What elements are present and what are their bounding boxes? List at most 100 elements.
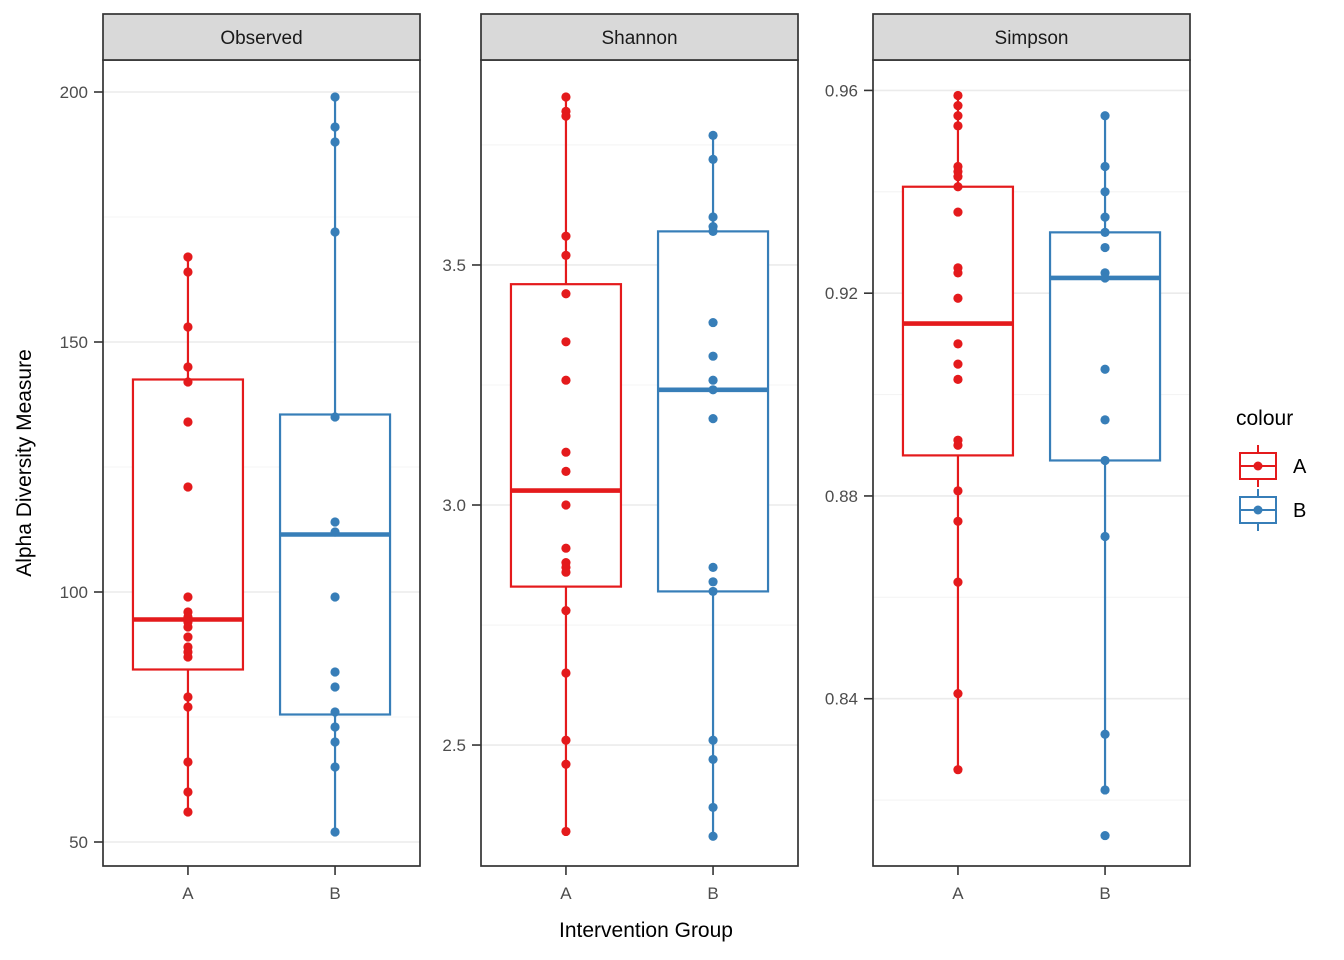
data-point (953, 577, 963, 587)
data-point (561, 289, 571, 299)
data-point (330, 707, 340, 717)
data-point (708, 130, 718, 140)
data-point (561, 92, 571, 102)
data-point (561, 567, 571, 577)
y-axis-title: Alpha Diversity Measure (13, 349, 36, 577)
legend-key-a: A (1239, 445, 1307, 487)
legend-key-b: B (1239, 489, 1306, 531)
data-point (183, 482, 193, 492)
data-point (561, 447, 571, 457)
data-point (330, 92, 340, 102)
data-point (561, 500, 571, 510)
data-point (330, 722, 340, 732)
y-tick-label: 200 (60, 83, 88, 102)
legend-glyph-point (1253, 505, 1263, 515)
y-tick-label: 2.5 (442, 736, 466, 755)
x-tick-label: B (1099, 884, 1110, 903)
data-point (708, 577, 718, 587)
data-point (330, 227, 340, 237)
data-point (953, 293, 963, 303)
data-point (183, 632, 193, 642)
data-point (708, 562, 718, 573)
data-point (708, 586, 718, 597)
data-point (1100, 830, 1110, 841)
x-tick-label: A (560, 884, 572, 903)
data-point (1100, 729, 1110, 739)
x-axis-title: Intervention Group (559, 919, 733, 942)
data-point (708, 735, 718, 745)
data-point (708, 351, 718, 361)
data-point (708, 375, 718, 385)
legend-entry-label: B (1293, 500, 1306, 522)
data-point (708, 226, 718, 236)
data-point (330, 667, 340, 677)
data-point (561, 375, 571, 385)
data-point (561, 111, 571, 121)
facet-panel-observed: 50 100 150 200 A B Observed (60, 13, 421, 903)
data-point (183, 622, 193, 632)
data-point (1100, 227, 1110, 237)
y-tick-label: 0.92 (825, 284, 858, 303)
data-point (953, 182, 963, 192)
data-point (953, 171, 963, 182)
facet-strip-label: Shannon (601, 28, 677, 49)
data-point (708, 317, 718, 328)
data-point (953, 101, 963, 111)
boxplot-group-b (1048, 111, 1162, 841)
data-point (183, 592, 193, 602)
data-point (561, 735, 571, 745)
data-point (1100, 161, 1110, 172)
boxplot-group-a (509, 92, 623, 837)
data-point (953, 374, 963, 384)
data-point (953, 486, 963, 496)
data-point (708, 413, 718, 424)
data-point (708, 831, 718, 841)
y-tick-label: 3.5 (442, 256, 466, 275)
data-point (953, 90, 963, 101)
data-point (708, 154, 718, 164)
data-point (953, 516, 963, 526)
data-point (330, 827, 340, 837)
data-point (953, 121, 963, 131)
data-point (330, 592, 340, 602)
data-point (708, 802, 718, 813)
data-point (1100, 242, 1110, 253)
data-point (561, 337, 571, 347)
data-point (183, 377, 193, 387)
y-tick-label: 150 (60, 333, 88, 352)
data-point (953, 268, 963, 278)
data-point (953, 765, 963, 775)
legend-entry-label: A (1293, 456, 1307, 478)
y-tick-label: 50 (69, 833, 88, 852)
x-tick-label: A (182, 884, 194, 903)
data-point (183, 702, 193, 712)
data-point (708, 385, 718, 395)
data-point (330, 682, 340, 692)
data-point (708, 754, 718, 765)
box-iqr (1048, 231, 1162, 462)
data-point (561, 231, 571, 241)
data-point (183, 652, 193, 662)
data-point (183, 692, 193, 702)
box-iqr (509, 283, 623, 588)
data-point (953, 339, 963, 349)
box-iqr (656, 230, 770, 593)
data-point (953, 359, 963, 369)
data-point (1100, 364, 1110, 374)
data-point (330, 737, 340, 747)
data-point (953, 440, 963, 450)
data-point (1100, 273, 1110, 283)
x-tick-label: B (329, 884, 340, 903)
data-point (183, 322, 193, 332)
data-point (561, 543, 571, 553)
facet-strip (102, 13, 421, 61)
data-point (953, 111, 963, 121)
data-point (953, 207, 963, 217)
legend-title: colour (1236, 407, 1293, 430)
data-point (1100, 212, 1110, 222)
legend: colour AB (1236, 407, 1307, 531)
data-point (561, 606, 571, 616)
boxplot-group-b (278, 92, 392, 837)
facet-strip (480, 13, 799, 61)
